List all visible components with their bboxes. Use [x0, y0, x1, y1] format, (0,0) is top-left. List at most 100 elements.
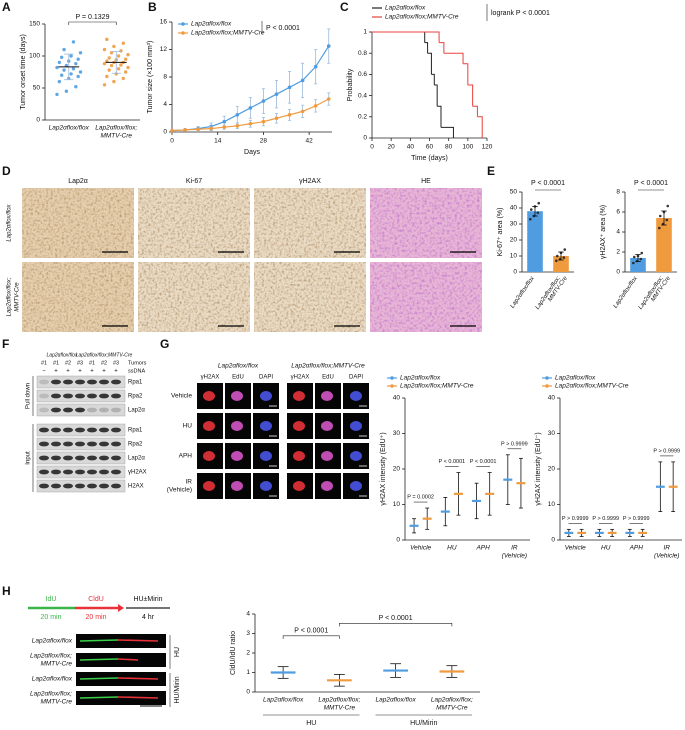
ssdna-label: +: [54, 369, 58, 375]
nucleus: [293, 481, 305, 491]
micrograph: [370, 188, 482, 258]
blot-band: [75, 455, 85, 461]
side-label: Pull down: [26, 383, 32, 409]
y-tick-label: 8: [616, 189, 620, 196]
panel-letter: D: [2, 164, 11, 178]
x-tick-label: Lap2αflox/flox: [510, 275, 537, 310]
series-marker: [274, 116, 279, 121]
series-marker: [287, 113, 292, 117]
y-tick-label: 0.2: [358, 114, 367, 121]
y-tick-label: 40: [393, 395, 401, 402]
legend-marker: [390, 384, 394, 388]
data-point: [69, 54, 73, 58]
series-marker: [170, 128, 174, 133]
fiber-image: [76, 634, 166, 648]
x-axis-label: Days: [244, 149, 260, 156]
survival-step: [372, 31, 426, 43]
data-point: [71, 67, 76, 71]
survival-step: [434, 84, 438, 107]
blot-band: [99, 483, 109, 489]
blot-band: [111, 455, 121, 461]
y-tick-label: 40: [548, 395, 556, 402]
data-point: [126, 65, 130, 70]
blot-band: [87, 407, 97, 413]
fiber-image: [76, 672, 166, 686]
p-value: P = 0.1329: [76, 14, 110, 21]
survival-step: [477, 116, 483, 138]
panel-letter: G: [160, 337, 169, 351]
lane-label: #3: [77, 360, 83, 366]
x-tick-label: Lap2αflox/flox: [376, 697, 417, 704]
fiber-cldu: [117, 639, 159, 642]
data-point: [555, 259, 558, 263]
blot-band: [39, 483, 49, 489]
ssdna-label: +: [78, 369, 82, 375]
nucleus: [231, 451, 243, 461]
fiber-image: [76, 691, 166, 705]
blot-band: [63, 469, 73, 475]
legend-marker: [545, 376, 549, 380]
micrograph: [254, 262, 366, 332]
data-point: [76, 74, 80, 79]
survival-step: [437, 105, 442, 128]
column-label: HE: [421, 178, 431, 185]
lane-title: Tumors: [128, 360, 147, 366]
blot-band: [111, 407, 121, 413]
step-label: HU±Mirin: [133, 596, 162, 603]
y-tick-label: 0: [363, 135, 367, 142]
blot-band: [111, 483, 121, 489]
y-tick-label: 100: [29, 53, 40, 60]
p-value: P < 0.0001: [294, 628, 328, 635]
nucleus: [321, 421, 333, 431]
row-label: APH: [179, 453, 193, 460]
blot-band: [99, 407, 109, 413]
x-tick-label: 0: [170, 138, 174, 145]
data-point: [640, 251, 644, 255]
group-label: HU/Mirin: [410, 720, 437, 727]
y-axis-label: Tumor onset time (days): [20, 34, 27, 110]
y-tick-label: 2: [246, 650, 250, 657]
x-tick-label: Lap2αflox/flox;: [95, 125, 137, 132]
row-label: Lap2αflox/flox;: [7, 277, 13, 316]
y-tick-label: 4: [246, 611, 250, 618]
column-label: Lap2α: [68, 178, 88, 185]
data-point: [109, 51, 114, 55]
series-marker: [235, 113, 240, 117]
nucleus: [260, 391, 272, 401]
data-point: [107, 56, 111, 60]
x-tick-label: 120: [482, 144, 493, 151]
x-tick-label: 28: [260, 138, 268, 145]
y-tick-label: 0: [513, 269, 517, 276]
legend-label: Lap2αflox/flox: [191, 21, 232, 28]
y-tick-label: 1: [363, 29, 367, 36]
blot-band: [51, 407, 61, 413]
x-axis-label: Time (days): [411, 155, 448, 162]
blot-band: [39, 469, 49, 475]
y-tick-label: 40: [510, 205, 518, 212]
data-point: [116, 67, 121, 71]
data-point: [76, 57, 80, 61]
lane-label: #1: [41, 360, 47, 366]
lane-label: #1: [89, 360, 95, 366]
legend-marker: [181, 22, 185, 26]
blot-band: [51, 393, 61, 399]
series-marker: [235, 124, 240, 128]
panel-letter: C: [340, 0, 349, 14]
y-tick-label: 0: [616, 269, 620, 276]
survival-step: [431, 73, 435, 85]
x-tick-label: HU: [447, 545, 457, 552]
series-marker: [300, 109, 305, 114]
x-tick-label: Lap2αflox/flox: [613, 275, 640, 310]
data-point: [55, 65, 59, 70]
data-point: [123, 57, 128, 61]
panel-letter: H: [2, 584, 11, 598]
y-tick-label: 10: [548, 501, 556, 508]
survival-step: [439, 42, 445, 54]
p-value: P < 0.0001: [439, 459, 466, 465]
group-label: Lap2αflox/flox: [47, 352, 78, 358]
fiber-cldu: [117, 696, 159, 699]
fiber-idu: [79, 658, 119, 661]
nucleus: [321, 451, 333, 461]
blot-band: [63, 483, 73, 489]
y-tick-label: 30: [510, 221, 518, 228]
